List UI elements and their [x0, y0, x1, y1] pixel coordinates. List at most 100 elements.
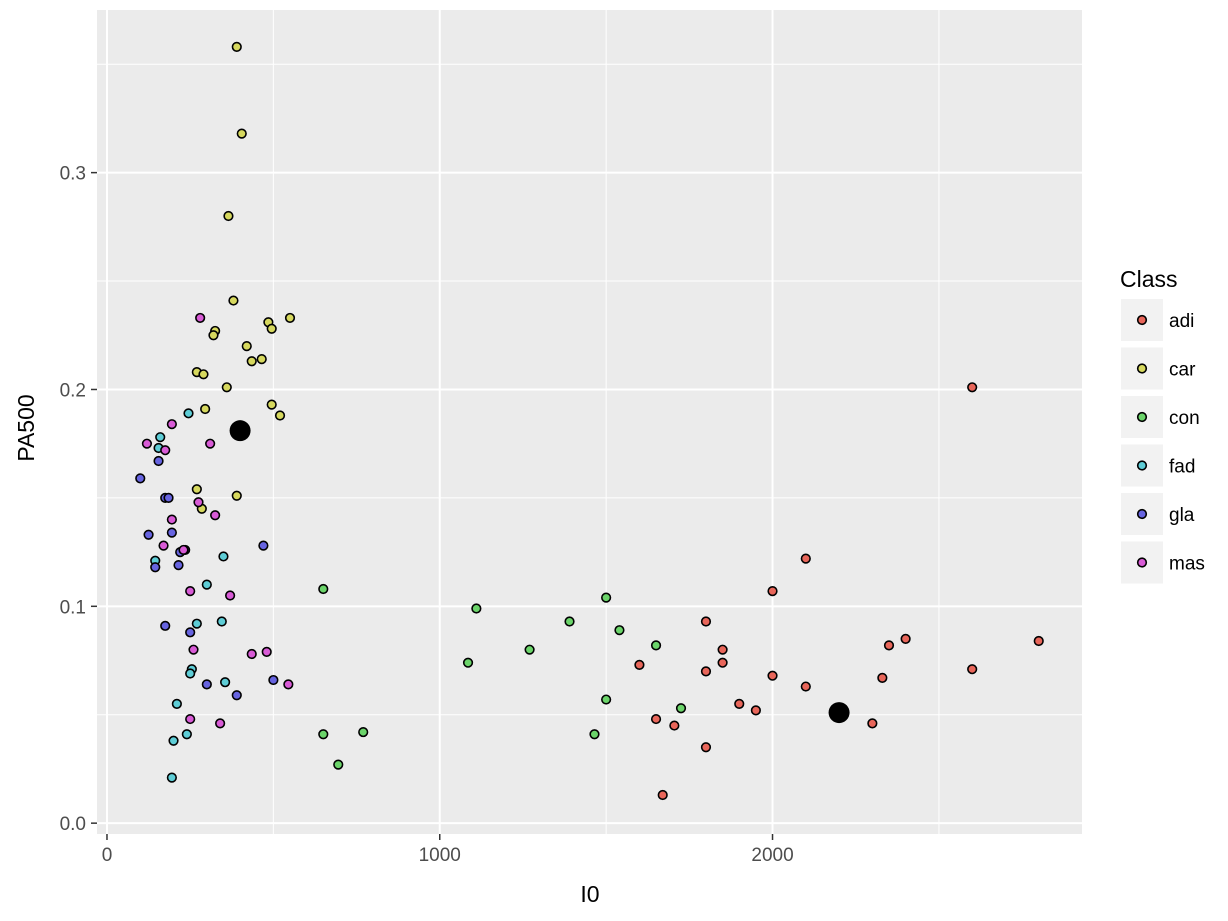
- point-car: [231, 490, 242, 501]
- point-adi: [877, 672, 888, 683]
- point-car: [231, 41, 242, 52]
- point-mas: [178, 544, 189, 556]
- point-car: [256, 354, 267, 365]
- centroid-points: [229, 420, 850, 724]
- point-mas: [185, 586, 196, 597]
- point-gla: [143, 529, 154, 540]
- point-gla: [163, 492, 174, 503]
- legend-label-gla: gla: [1169, 505, 1195, 526]
- point-con: [564, 616, 575, 627]
- point-fad: [201, 579, 212, 590]
- point-mas: [160, 445, 171, 456]
- point-adi: [800, 681, 811, 692]
- point-car: [236, 128, 247, 139]
- point-adi: [867, 718, 878, 729]
- point-gla: [166, 527, 177, 538]
- point-fad: [166, 772, 177, 783]
- y-axis-title: PA500: [13, 394, 39, 461]
- point-gla: [153, 455, 164, 467]
- legend-items: adi car con fad gla mas: [1121, 299, 1205, 584]
- centroid-point: [229, 420, 251, 442]
- point-adi: [900, 633, 911, 644]
- x-axis-ticks: 0 1000 2000: [102, 834, 794, 866]
- point-fad: [218, 551, 229, 562]
- legend-title: Class: [1120, 266, 1178, 292]
- point-fad: [181, 729, 192, 740]
- point-mas: [193, 497, 204, 508]
- point-mas: [166, 514, 177, 525]
- grid-major: [97, 10, 1082, 834]
- legend-marker-car: [1136, 363, 1148, 374]
- point-con: [675, 703, 687, 714]
- point-gla: [173, 560, 184, 571]
- centroid-point: [828, 702, 850, 724]
- legend-marker-gla: [1136, 508, 1148, 520]
- point-car: [266, 323, 277, 334]
- legend-label-fad: fad: [1169, 457, 1195, 478]
- point-mas: [188, 644, 199, 655]
- point-gla: [231, 690, 242, 701]
- point-fad: [185, 668, 196, 679]
- point-con: [589, 729, 600, 740]
- point-car: [198, 369, 209, 380]
- point-mas: [141, 438, 153, 449]
- x-axis-title: I0: [580, 881, 599, 907]
- point-mas: [215, 718, 226, 729]
- point-car: [200, 403, 211, 415]
- data-points: [135, 41, 1044, 801]
- legend-marker-adi: [1136, 314, 1148, 326]
- legend: Class adi car con fad gla mas: [1120, 266, 1205, 584]
- point-mas: [166, 419, 177, 430]
- legend-label-adi: adi: [1169, 311, 1194, 332]
- point-mas: [283, 679, 294, 690]
- legend-marker-mas: [1136, 557, 1148, 568]
- point-car: [284, 312, 296, 324]
- point-con: [614, 625, 625, 636]
- legend-label-mas: mas: [1169, 554, 1205, 575]
- legend-label-car: car: [1169, 360, 1196, 381]
- point-adi: [669, 720, 680, 731]
- point-car: [228, 295, 239, 306]
- point-mas: [246, 648, 257, 660]
- legend-marker-fad: [1136, 460, 1148, 471]
- point-adi: [717, 657, 728, 668]
- point-car: [241, 341, 252, 352]
- point-fad: [168, 735, 179, 746]
- point-con: [318, 583, 329, 595]
- y-tick-label: 0.1: [60, 597, 86, 618]
- point-gla: [268, 674, 279, 686]
- point-adi: [700, 616, 712, 627]
- plot-panel: [97, 10, 1082, 834]
- point-fad: [216, 616, 227, 627]
- point-gla: [185, 627, 196, 638]
- x-tick-label: 1000: [419, 845, 461, 866]
- point-car: [274, 410, 286, 421]
- point-con: [318, 729, 329, 740]
- point-adi: [750, 705, 761, 716]
- point-gla: [135, 473, 146, 484]
- point-gla: [150, 562, 161, 573]
- point-con: [333, 759, 344, 770]
- point-adi: [700, 742, 712, 753]
- legend-marker-con: [1136, 411, 1148, 423]
- point-con: [524, 644, 535, 655]
- point-adi: [967, 664, 978, 675]
- point-con: [601, 694, 612, 705]
- point-adi: [767, 670, 778, 681]
- point-fad: [191, 618, 202, 629]
- point-adi: [734, 698, 745, 709]
- point-fad: [183, 408, 194, 419]
- point-fad: [171, 698, 182, 709]
- point-adi: [967, 382, 978, 393]
- point-car: [221, 382, 232, 393]
- point-adi: [650, 713, 662, 725]
- point-adi: [883, 640, 895, 651]
- point-con: [462, 657, 474, 668]
- point-car: [191, 484, 202, 495]
- point-con: [358, 726, 369, 738]
- point-adi: [700, 666, 712, 677]
- x-tick-label: 0: [102, 845, 113, 866]
- point-gla: [201, 679, 212, 690]
- x-tick-label: 2000: [751, 845, 793, 866]
